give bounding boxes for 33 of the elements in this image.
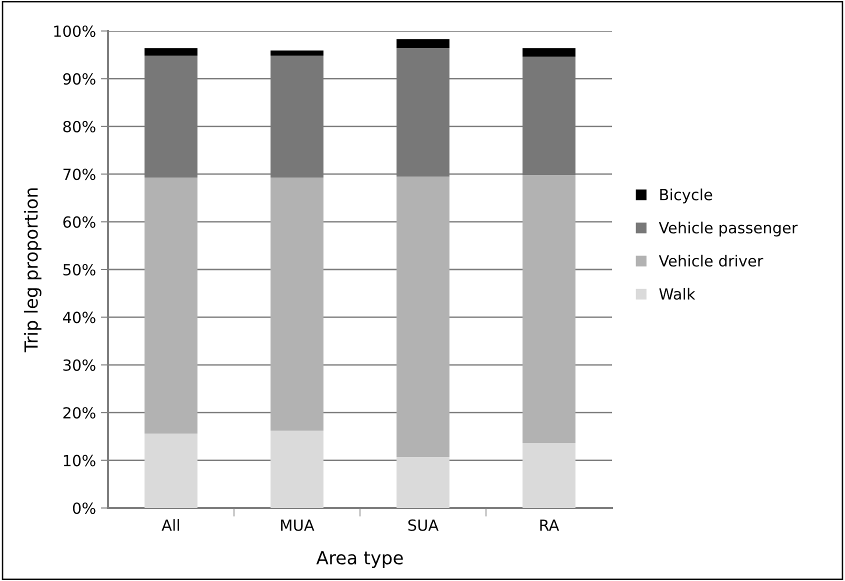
y-tick-label: 90% bbox=[63, 73, 96, 85]
bar bbox=[396, 39, 450, 48]
y-tick-label: 60% bbox=[63, 216, 96, 228]
bar bbox=[144, 434, 198, 508]
y-tick-label: 30% bbox=[63, 359, 96, 371]
y-tick-label: 100% bbox=[54, 25, 96, 38]
bar bbox=[396, 176, 450, 457]
legend-label: Walk bbox=[659, 288, 696, 300]
x-tick-label: All bbox=[162, 519, 180, 531]
x-tick-label: SUA bbox=[408, 519, 439, 531]
x-tick-label: MUA bbox=[281, 520, 314, 531]
x-tick-label: RA bbox=[540, 520, 560, 531]
y-tick-label: 80% bbox=[63, 120, 96, 132]
y-tick-label: 50% bbox=[63, 264, 96, 276]
bar bbox=[270, 50, 324, 56]
bar bbox=[144, 177, 198, 434]
y-tick-label: 20% bbox=[63, 407, 96, 419]
bar bbox=[522, 175, 576, 444]
legend-label: Bicycle bbox=[660, 188, 712, 204]
y-tick-label: 70% bbox=[63, 168, 96, 180]
bar bbox=[270, 177, 324, 431]
x-axis-title: Area type bbox=[316, 551, 403, 568]
y-tick-label: 40% bbox=[62, 312, 96, 324]
legend-label: Vehicle passenger bbox=[658, 222, 798, 236]
y-axis-title: Trip leg proportion bbox=[24, 188, 42, 352]
legend-label: Vehicle driver bbox=[658, 254, 764, 267]
y-tick-label: 10% bbox=[64, 454, 96, 466]
bar bbox=[522, 443, 576, 508]
bar bbox=[396, 456, 450, 508]
bar bbox=[270, 430, 324, 508]
y-tick-label: 0% bbox=[72, 502, 96, 514]
bar bbox=[522, 48, 576, 57]
bar bbox=[144, 48, 198, 56]
